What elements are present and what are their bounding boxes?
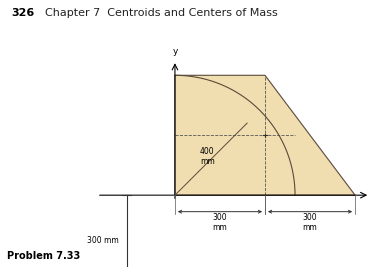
Text: Chapter 7  Centroids and Centers of Mass: Chapter 7 Centroids and Centers of Mass: [45, 8, 278, 18]
Text: Problem 7.33: Problem 7.33: [7, 251, 81, 261]
Text: 300
mm: 300 mm: [303, 213, 317, 232]
Text: 300 mm: 300 mm: [87, 236, 119, 245]
Polygon shape: [175, 75, 355, 195]
Text: y: y: [172, 47, 178, 56]
Text: 400
mm: 400 mm: [200, 147, 214, 166]
Text: 326: 326: [11, 8, 34, 18]
Text: 300
mm: 300 mm: [213, 213, 228, 232]
